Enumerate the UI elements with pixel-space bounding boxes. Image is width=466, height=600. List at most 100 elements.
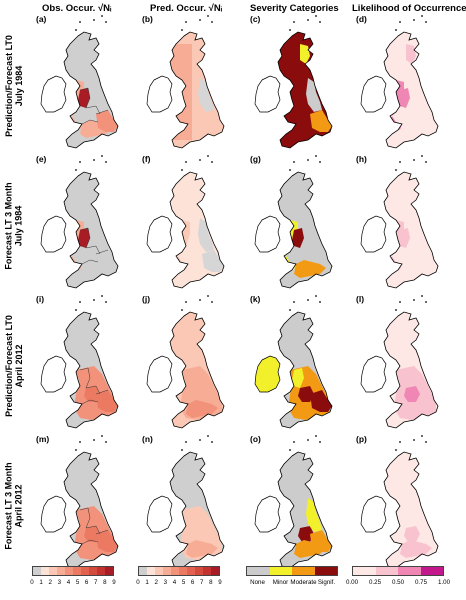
legend-color-bar bbox=[32, 566, 114, 576]
island-dot bbox=[207, 155, 209, 157]
panel-label: (j) bbox=[142, 294, 151, 304]
region-shading bbox=[84, 526, 100, 542]
panel-label: (n) bbox=[142, 434, 153, 444]
legend-tick-label: 0 bbox=[30, 579, 34, 586]
column-title-obs-occurrence: Obs. Occur. √Nᵢ bbox=[42, 3, 111, 14]
ireland-outline bbox=[146, 355, 173, 393]
column-title-text: Obs. Occur. bbox=[42, 3, 96, 14]
island-dot bbox=[105, 161, 107, 163]
legend-severity: None Minor Moderate Signif. bbox=[246, 566, 338, 600]
map-panel: (a) bbox=[34, 14, 138, 152]
row-label-line1: Prediction/Forecast LT0 bbox=[4, 315, 15, 417]
island-dot bbox=[289, 169, 291, 171]
island-dot bbox=[315, 15, 317, 17]
island-dot bbox=[93, 19, 95, 21]
island-dot bbox=[399, 161, 401, 163]
panel-label: (h) bbox=[356, 154, 367, 164]
uk-map bbox=[40, 435, 119, 569]
great-britain-land bbox=[384, 32, 438, 148]
legend-swatch bbox=[163, 567, 171, 575]
uk-map bbox=[146, 15, 225, 149]
region-shading bbox=[398, 88, 410, 108]
legend-tick-label: 0.75 bbox=[414, 579, 428, 586]
legend-swatch bbox=[353, 567, 376, 575]
island-dot bbox=[293, 441, 295, 443]
legend-color-bar bbox=[246, 566, 338, 576]
legend-tick-label: Moderate bbox=[290, 579, 317, 586]
coastline bbox=[169, 31, 225, 149]
island-dot bbox=[75, 29, 77, 31]
column-title-likelihood: Likelihood of Occurrence bbox=[352, 3, 466, 14]
island-dot bbox=[315, 155, 317, 157]
uk-map bbox=[360, 15, 439, 149]
island-dot bbox=[421, 295, 423, 297]
legend-swatch bbox=[49, 567, 57, 575]
legend-swatch bbox=[247, 567, 270, 575]
island-dot bbox=[395, 449, 397, 451]
ireland-outline bbox=[40, 495, 67, 533]
region-shading bbox=[406, 44, 416, 64]
region-shading bbox=[292, 368, 304, 388]
island-dot bbox=[293, 21, 295, 23]
island-dot bbox=[413, 439, 415, 441]
coastline bbox=[63, 311, 119, 429]
legend-swatch bbox=[420, 567, 443, 575]
panel-label: (c) bbox=[250, 14, 261, 24]
row-label-line2: April 2012 bbox=[14, 344, 25, 388]
island-dot bbox=[207, 295, 209, 297]
region-shading bbox=[96, 390, 118, 412]
region-shading bbox=[404, 386, 420, 402]
row-label-line1: Prediction/Forecast LT0 bbox=[4, 35, 15, 137]
legend-swatch bbox=[155, 567, 163, 575]
uk-map bbox=[254, 295, 333, 429]
island-dot bbox=[319, 441, 321, 443]
island-dot bbox=[315, 435, 317, 437]
column-title-text: Pred. Occur. bbox=[150, 3, 206, 14]
map-panel: (e) bbox=[34, 154, 138, 292]
island-dot bbox=[185, 441, 187, 443]
great-britain-land bbox=[64, 172, 118, 288]
map-panel: (i) bbox=[34, 294, 138, 432]
uk-map bbox=[40, 15, 119, 149]
panel-label: (p) bbox=[356, 434, 367, 444]
coastline bbox=[383, 451, 439, 569]
legend-tick-label: 8 bbox=[209, 579, 213, 586]
legend-tick-label: 1.00 bbox=[437, 579, 451, 586]
column-title-severity: Severity Categories bbox=[250, 3, 339, 14]
island-dot bbox=[199, 299, 201, 301]
region-shading bbox=[306, 498, 322, 532]
ireland-outline bbox=[254, 215, 281, 253]
legend-swatch bbox=[139, 567, 147, 575]
island-dot bbox=[199, 439, 201, 441]
map-panel: (j) bbox=[140, 294, 244, 432]
region-shading bbox=[298, 386, 314, 402]
column-title-text: Severity Categories bbox=[250, 3, 339, 14]
legend-swatch bbox=[73, 567, 81, 575]
legend-tick-label: 8 bbox=[103, 579, 107, 586]
map-panel: (n) bbox=[140, 434, 244, 572]
map-panel: (g) bbox=[248, 154, 352, 292]
legend-tick-label: Signif. bbox=[317, 579, 336, 586]
island-dot bbox=[105, 301, 107, 303]
region-shading bbox=[170, 44, 192, 140]
coastline bbox=[63, 31, 119, 149]
uk-map bbox=[254, 435, 333, 569]
legend-swatch bbox=[292, 567, 315, 575]
legend-tick-label: 7 bbox=[94, 579, 98, 586]
uk-map bbox=[360, 155, 439, 289]
map-panel: (f) bbox=[140, 154, 244, 292]
row-label-line2: April 2012 bbox=[14, 484, 24, 528]
island-dot bbox=[185, 21, 187, 23]
legend-tick-label: 5 bbox=[181, 579, 186, 586]
island-dot bbox=[399, 301, 401, 303]
island-dot bbox=[289, 449, 291, 451]
coastline bbox=[169, 171, 225, 289]
island-dot bbox=[181, 169, 183, 171]
legend-swatch bbox=[269, 567, 292, 575]
island-dot bbox=[211, 441, 213, 443]
map-panel: (p) bbox=[354, 434, 458, 572]
row-label-1: Prediction/Forecast LT0 July 1984 bbox=[0, 16, 28, 156]
island-dot bbox=[207, 435, 209, 437]
